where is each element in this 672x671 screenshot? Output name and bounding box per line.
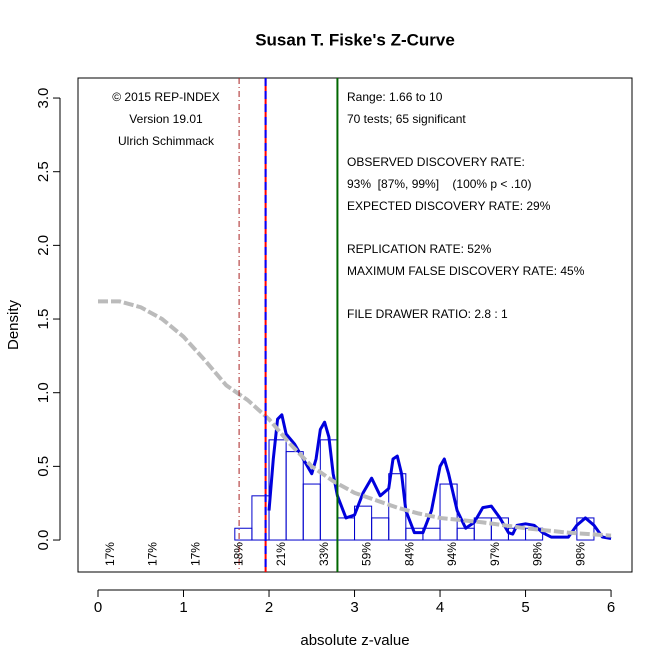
y-tick-label: 1.0: [35, 382, 52, 403]
annotation: Ulrich Schimmack: [118, 134, 215, 148]
x-tick-label: 0: [94, 599, 102, 616]
power-label: 33%: [317, 542, 331, 566]
histogram-bar: [371, 517, 390, 541]
annotation: MAXIMUM FALSE DISCOVERY RATE: 45%: [347, 264, 585, 278]
annotation: Range: 1.66 to 10: [347, 90, 443, 104]
x-axis-label: absolute z-value: [300, 632, 409, 649]
annotation: 70 tests; 65 significant: [347, 112, 466, 126]
annotation: REPLICATION RATE: 52%: [347, 242, 492, 256]
x-tick-label: 5: [521, 599, 529, 616]
y-axis-label: Density: [5, 299, 22, 350]
power-label: 17%: [189, 542, 203, 566]
histogram-bar: [456, 527, 475, 541]
x-tick-label: 3: [350, 599, 358, 616]
power-label: 17%: [146, 542, 160, 566]
chart-title: Susan T. Fiske's Z-Curve: [255, 30, 455, 49]
y-tick-label: 0.0: [35, 530, 52, 551]
y-tick-label: 2.5: [35, 161, 52, 182]
power-label: 59%: [360, 542, 374, 566]
annotation: OBSERVED DISCOVERY RATE:: [347, 155, 525, 169]
plot-frame: [77, 77, 633, 573]
y-tick-label: 0.5: [35, 456, 52, 477]
power-label: 97%: [488, 542, 502, 566]
annotation: Version 19.01: [129, 112, 203, 126]
x-tick-label: 1: [179, 599, 187, 616]
y-tick-label: 3.0: [35, 88, 52, 109]
histogram-bar: [234, 527, 253, 541]
x-tick-label: 2: [265, 599, 273, 616]
annotation: 93% [87%, 99%] (100% p < .10): [347, 177, 531, 191]
y-tick-label: 2.0: [35, 235, 52, 256]
power-label: 98%: [573, 542, 587, 566]
annotation: EXPECTED DISCOVERY RATE: 29%: [347, 199, 551, 213]
x-tick-label: 4: [436, 599, 444, 616]
power-label: 94%: [445, 542, 459, 566]
annotation: FILE DRAWER RATIO: 2.8 : 1: [347, 307, 508, 321]
histogram-bar: [336, 517, 356, 541]
power-label: 18%: [231, 542, 245, 566]
annotation: © 2015 REP-INDEX: [112, 90, 220, 104]
power-label: 98%: [531, 542, 545, 566]
histogram-bar: [302, 483, 321, 541]
density-curve: [267, 413, 612, 541]
histogram-bar: [285, 451, 304, 541]
power-label: 17%: [103, 542, 117, 566]
power-label: 21%: [274, 542, 288, 566]
density-curve: [98, 299, 612, 538]
histogram-bar: [439, 483, 458, 541]
y-tick-label: 1.5: [35, 309, 52, 330]
x-tick-label: 6: [607, 599, 615, 616]
power-label: 84%: [402, 542, 416, 566]
